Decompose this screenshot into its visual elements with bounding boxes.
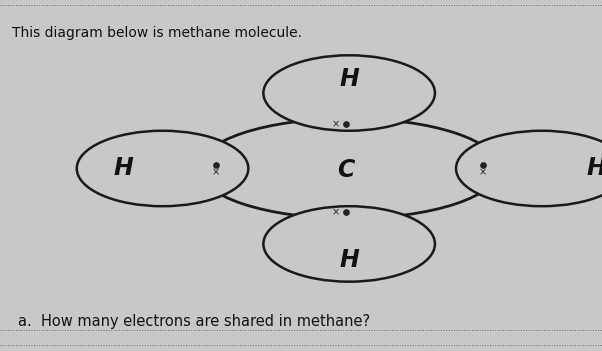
- Text: ×: ×: [211, 168, 220, 178]
- Text: C: C: [338, 158, 355, 182]
- Ellipse shape: [77, 131, 249, 206]
- Text: H: H: [340, 248, 359, 272]
- Ellipse shape: [264, 206, 435, 282]
- Text: ×: ×: [332, 119, 340, 129]
- Text: This diagram below is methane molecule.: This diagram below is methane molecule.: [12, 26, 302, 40]
- Text: ×: ×: [479, 168, 487, 178]
- Text: H: H: [586, 157, 602, 180]
- Text: H: H: [114, 157, 133, 180]
- Text: ×: ×: [332, 207, 340, 217]
- Ellipse shape: [264, 55, 435, 131]
- Text: H: H: [340, 67, 359, 91]
- Text: a.  How many electrons are shared in methane?: a. How many electrons are shared in meth…: [18, 314, 370, 329]
- Ellipse shape: [199, 118, 500, 218]
- Ellipse shape: [456, 131, 602, 206]
